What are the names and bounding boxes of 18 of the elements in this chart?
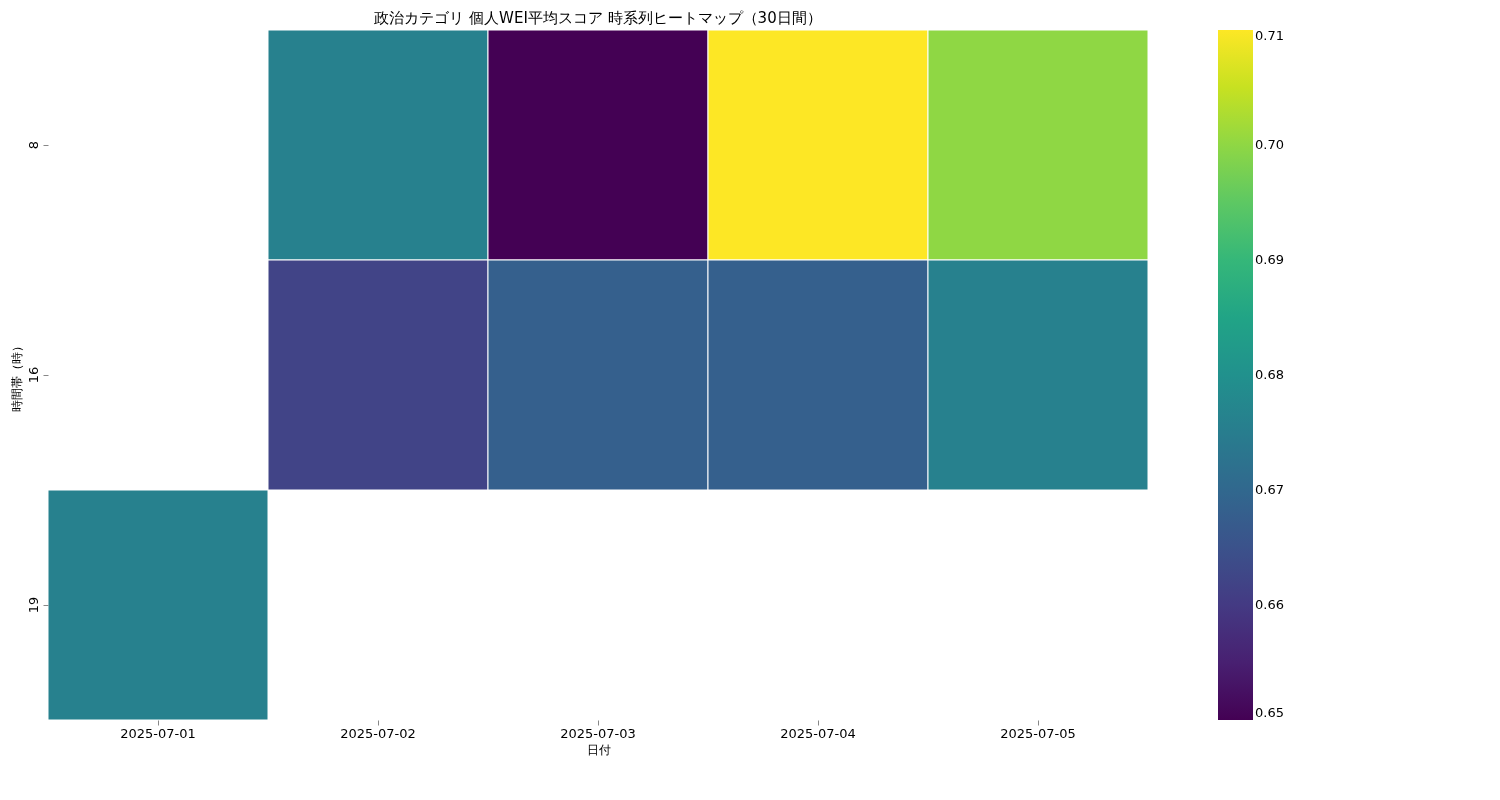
x-tick-label: 2025-07-02 — [340, 725, 416, 741]
y-tick-label: 19 — [25, 596, 41, 614]
x-tick-label: 2025-07-05 — [1000, 725, 1076, 741]
color-bar-label: 0.68 — [1255, 367, 1284, 382]
color-bar-label: 0.66 — [1255, 597, 1284, 612]
y-tick-label: 8 — [25, 140, 41, 150]
x-axis-title: 日付 — [586, 742, 611, 757]
chart-title: 政治カテゴリ 個人WEI平均スコア 時系列ヒートマップ（30日間） — [374, 8, 822, 27]
x-tick-label: 2025-07-04 — [780, 725, 856, 741]
y-tick-label: 16 — [25, 366, 41, 384]
color-bar-label: 0.70 — [1255, 137, 1284, 152]
color-bar-label: 0.65 — [1255, 705, 1284, 720]
color-bar-label: 0.69 — [1255, 252, 1284, 267]
color-bar-label: 0.67 — [1255, 482, 1284, 497]
x-tick-label: 2025-07-01 — [120, 725, 196, 741]
y-axis-title: 時間帯（時） — [9, 339, 24, 412]
color-bar-label: 0.71 — [1255, 28, 1284, 43]
x-tick-label: 2025-07-03 — [560, 725, 636, 741]
